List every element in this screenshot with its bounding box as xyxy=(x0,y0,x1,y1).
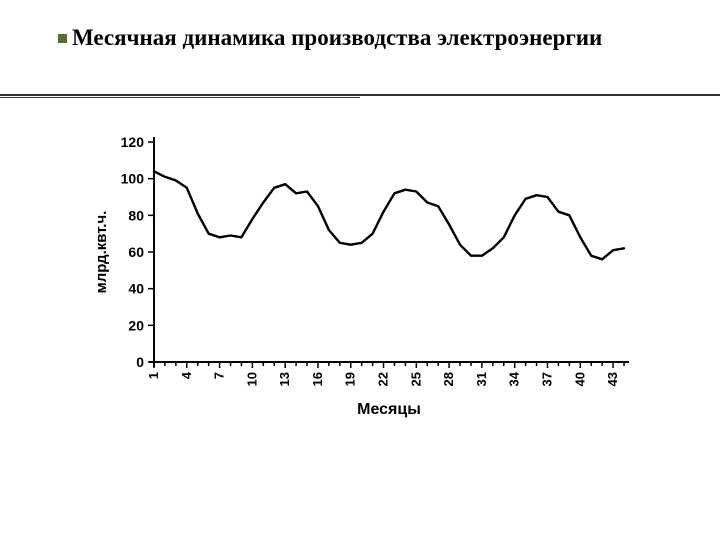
y-tick-label: 40 xyxy=(128,281,144,297)
x-tick-label: 10 xyxy=(244,372,259,386)
x-axis-title: Месяцы xyxy=(357,401,421,418)
y-tick-label: 0 xyxy=(136,354,144,370)
title-underline-bottom xyxy=(0,97,360,98)
y-tick-label: 20 xyxy=(128,317,144,333)
x-tick-label: 22 xyxy=(376,372,391,386)
title-text: Месячная динамика производства электроэн… xyxy=(72,25,602,50)
y-tick-label: 80 xyxy=(128,207,144,223)
y-tick-label: 60 xyxy=(128,244,144,260)
title-underline-top xyxy=(0,94,720,96)
data-series-line xyxy=(154,171,624,259)
slide: Месячная динамика производства электроэн… xyxy=(0,0,720,540)
x-tick-label: 19 xyxy=(343,372,358,386)
title-bullet-marker xyxy=(58,34,67,43)
x-tick-label: 34 xyxy=(507,371,522,386)
x-tick-label: 31 xyxy=(474,372,489,386)
x-tick-label: 25 xyxy=(408,372,423,386)
x-tick-label: 37 xyxy=(539,372,554,386)
line-chart: 0 20 40 60 80 100 120 1 4 7 10 13 16 19 22 25 28 31 34 37 40… xyxy=(86,130,636,430)
x-tick-label: 16 xyxy=(310,372,325,386)
x-tick-label: 13 xyxy=(277,372,292,386)
x-tick-label: 4 xyxy=(179,371,194,379)
y-axis-title: млрд.квт.ч. xyxy=(93,211,110,294)
slide-title: Месячная динамика производства электроэн… xyxy=(72,24,632,52)
y-tick-label: 100 xyxy=(121,171,145,187)
x-tick-label: 43 xyxy=(605,372,620,386)
title-underline xyxy=(0,94,720,98)
x-tick-label: 28 xyxy=(441,372,456,386)
x-tick-label: 1 xyxy=(146,372,161,379)
y-tick-label: 120 xyxy=(121,134,145,150)
x-tick-label: 40 xyxy=(572,372,587,386)
x-tick-label: 7 xyxy=(212,372,227,379)
